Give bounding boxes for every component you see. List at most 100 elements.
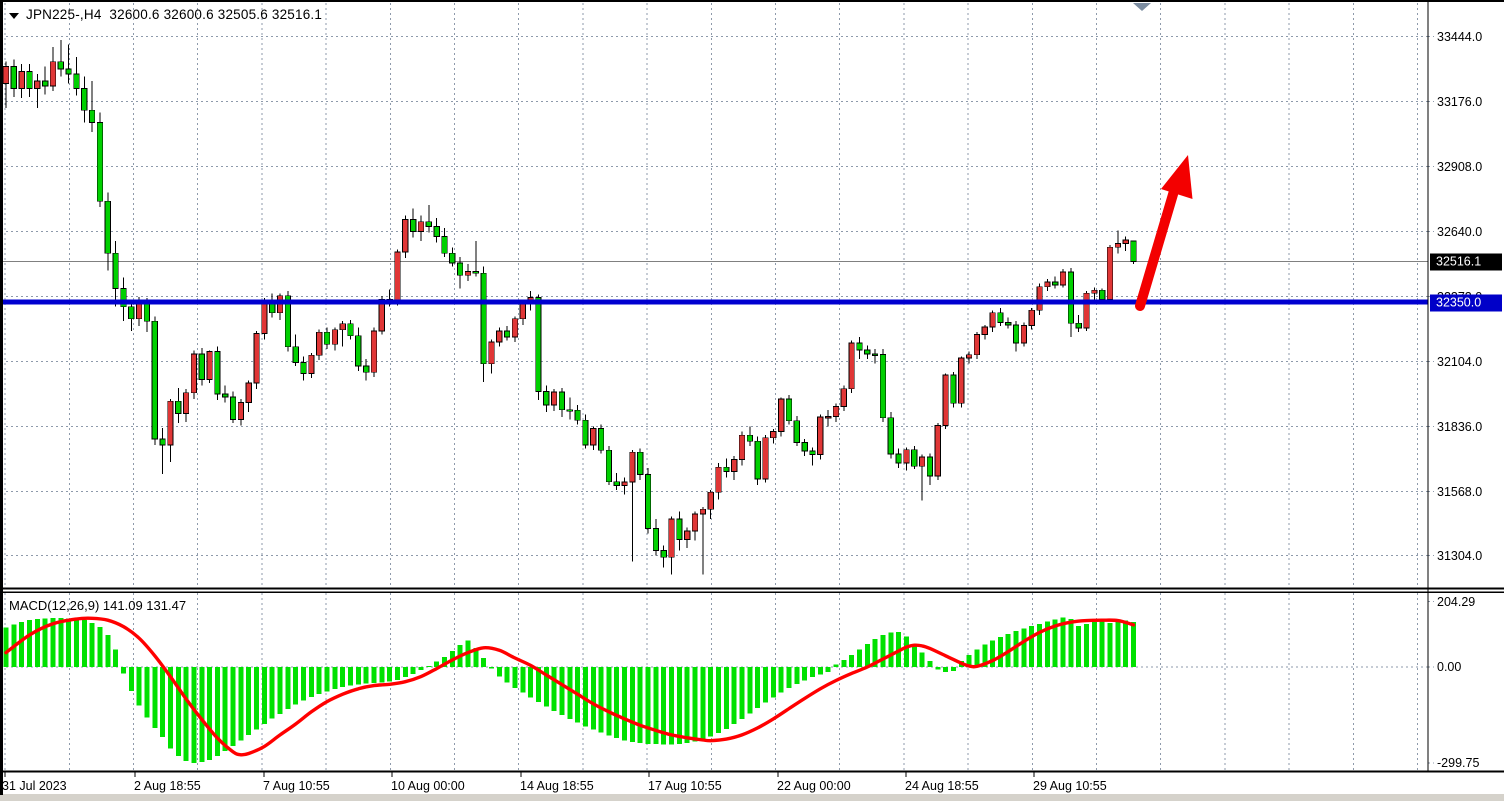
candle bbox=[895, 453, 902, 464]
chart-title-ohlc: JPN225-,H4 32600.6 32600.6 32505.6 32516… bbox=[26, 7, 323, 22]
price-axis-label: 32104.0 bbox=[1437, 354, 1483, 369]
candle bbox=[1075, 322, 1082, 329]
candle bbox=[848, 342, 855, 390]
candle bbox=[731, 459, 738, 473]
hline-price-badge[interactable]: 32350.0 bbox=[1430, 294, 1502, 312]
candle bbox=[919, 456, 926, 467]
candle bbox=[770, 431, 777, 439]
candle bbox=[34, 80, 41, 89]
candle bbox=[817, 416, 824, 456]
candle bbox=[590, 428, 597, 446]
candle bbox=[903, 449, 910, 464]
candle bbox=[417, 221, 425, 232]
candle bbox=[1099, 289, 1106, 300]
candle bbox=[809, 450, 816, 456]
candle bbox=[621, 481, 628, 486]
candle bbox=[691, 513, 699, 532]
candle bbox=[926, 456, 934, 477]
candle bbox=[89, 109, 96, 123]
candle bbox=[574, 409, 581, 421]
candle bbox=[347, 323, 354, 337]
symbol-dropdown-icon[interactable] bbox=[9, 12, 19, 19]
candle bbox=[425, 221, 432, 228]
candle bbox=[989, 312, 996, 328]
candle bbox=[1028, 309, 1035, 326]
candle bbox=[472, 271, 479, 274]
candle bbox=[120, 288, 127, 308]
candle bbox=[840, 388, 847, 408]
candle bbox=[261, 300, 268, 334]
candle bbox=[237, 402, 244, 420]
candle bbox=[911, 449, 918, 467]
time-axis[interactable] bbox=[0, 772, 1504, 795]
candle bbox=[300, 362, 307, 374]
candle bbox=[128, 306, 135, 320]
candle bbox=[887, 417, 894, 455]
candle bbox=[253, 332, 260, 384]
trend-arrow[interactable] bbox=[1135, 155, 1193, 311]
candle bbox=[613, 481, 620, 486]
candle bbox=[480, 272, 487, 365]
price-axis-label: 32908.0 bbox=[1437, 159, 1483, 174]
candle bbox=[629, 451, 636, 483]
candle bbox=[175, 400, 182, 414]
candle bbox=[96, 121, 104, 202]
candle bbox=[1036, 286, 1043, 311]
candle bbox=[104, 200, 111, 254]
candle bbox=[551, 391, 558, 406]
macd-axis-label: 204.29 bbox=[1437, 594, 1476, 609]
candle bbox=[2, 66, 10, 84]
candle bbox=[1044, 281, 1051, 288]
chart-shift-icon[interactable] bbox=[1133, 3, 1151, 11]
candle bbox=[825, 416, 832, 419]
candle bbox=[793, 420, 800, 443]
candle bbox=[10, 66, 17, 89]
candle bbox=[1114, 243, 1121, 248]
candle bbox=[1005, 322, 1012, 326]
candle bbox=[363, 365, 370, 373]
candle bbox=[1067, 271, 1074, 324]
candle bbox=[206, 351, 213, 380]
candle bbox=[42, 80, 49, 87]
candle bbox=[707, 491, 714, 510]
candle bbox=[245, 382, 252, 403]
candle bbox=[496, 330, 503, 343]
candle bbox=[57, 61, 64, 70]
chart-header: JPN225-,H4 32600.6 32600.6 32505.6 32516… bbox=[9, 7, 322, 22]
candle bbox=[644, 474, 652, 530]
candle bbox=[942, 374, 949, 426]
candle bbox=[410, 218, 417, 232]
candle bbox=[660, 550, 667, 558]
candle bbox=[832, 406, 840, 417]
candle bbox=[511, 318, 519, 338]
candle bbox=[81, 88, 88, 111]
price-axis-label: 33176.0 bbox=[1437, 94, 1483, 109]
candle bbox=[464, 271, 472, 276]
time-axis-label: 24 Aug 18:55 bbox=[905, 779, 979, 793]
candle bbox=[723, 466, 730, 473]
price-axis[interactable] bbox=[1428, 0, 1504, 771]
candle bbox=[950, 374, 957, 404]
candle bbox=[73, 73, 80, 89]
candle bbox=[715, 466, 722, 493]
candle bbox=[457, 262, 464, 276]
candle bbox=[981, 326, 988, 335]
candle bbox=[339, 323, 346, 331]
price-axis-label: 31836.0 bbox=[1437, 419, 1483, 434]
time-axis-label: 7 Aug 10:55 bbox=[263, 779, 330, 793]
candle bbox=[965, 354, 973, 359]
candle bbox=[543, 391, 550, 406]
candle bbox=[582, 419, 589, 446]
time-axis-label: 2 Aug 18:55 bbox=[134, 779, 201, 793]
price-axis-label: 31568.0 bbox=[1437, 484, 1483, 499]
candle bbox=[26, 71, 33, 89]
candle bbox=[668, 518, 675, 558]
candle bbox=[652, 528, 659, 551]
candle bbox=[738, 434, 746, 460]
candle bbox=[308, 354, 315, 374]
candle bbox=[182, 392, 190, 414]
candle bbox=[699, 508, 706, 515]
macd-signal-line bbox=[4, 616, 1136, 757]
